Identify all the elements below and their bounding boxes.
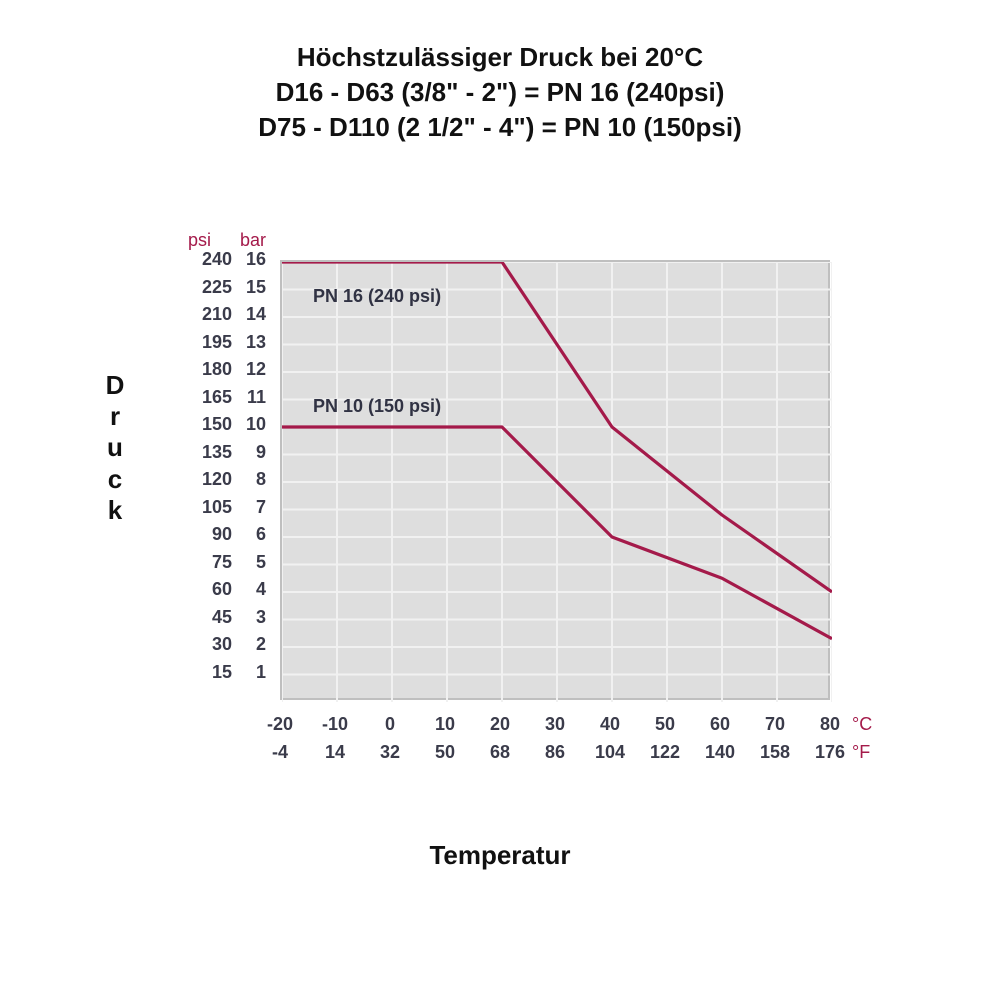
x-unit-celsius: °C xyxy=(852,714,872,735)
x-tick-celsius: 70 xyxy=(750,714,800,735)
x-tick-celsius: 80 xyxy=(805,714,855,735)
x-tick-celsius: -10 xyxy=(310,714,360,735)
y-tick: 24016 xyxy=(170,249,280,269)
y-tick: 22515 xyxy=(170,277,280,297)
x-tick-fahrenheit: 68 xyxy=(475,742,525,763)
x-tick-fahrenheit: 122 xyxy=(640,742,690,763)
plot-area xyxy=(280,260,830,700)
x-tick-fahrenheit: -4 xyxy=(255,742,305,763)
series-label: PN 16 (240 psi) xyxy=(313,286,441,307)
x-tick-celsius: -20 xyxy=(255,714,305,735)
x-tick-fahrenheit: 158 xyxy=(750,742,800,763)
x-tick-celsius: 60 xyxy=(695,714,745,735)
series-label: PN 10 (150 psi) xyxy=(313,396,441,417)
x-tick-fahrenheit: 140 xyxy=(695,742,745,763)
y-tick: 18012 xyxy=(170,359,280,379)
x-tick-fahrenheit: 14 xyxy=(310,742,360,763)
y-tick: 755 xyxy=(170,552,280,572)
x-tick-celsius: 20 xyxy=(475,714,525,735)
plot-svg xyxy=(282,262,832,702)
title-line-3: D75 - D110 (2 1/2" - 4") = PN 10 (150psi… xyxy=(0,110,1000,145)
x-axis-title: Temperatur xyxy=(0,840,1000,871)
y-tick: 151 xyxy=(170,662,280,682)
x-tick-celsius: 30 xyxy=(530,714,580,735)
title-line-2: D16 - D63 (3/8" - 2") = PN 16 (240psi) xyxy=(0,75,1000,110)
y-tick: 1208 xyxy=(170,469,280,489)
y-tick: 21014 xyxy=(170,304,280,324)
x-tick-fahrenheit: 32 xyxy=(365,742,415,763)
y-tick: 453 xyxy=(170,607,280,627)
y-axis-title: Druck xyxy=(100,370,130,526)
y-tick: 15010 xyxy=(170,414,280,434)
x-tick-fahrenheit: 86 xyxy=(530,742,580,763)
psi-header: psi xyxy=(188,230,211,251)
x-tick-fahrenheit: 50 xyxy=(420,742,470,763)
bar-header: bar xyxy=(240,230,266,251)
x-tick-celsius: 40 xyxy=(585,714,635,735)
x-tick-fahrenheit: 176 xyxy=(805,742,855,763)
x-tick-celsius: 50 xyxy=(640,714,690,735)
x-tick-fahrenheit: 104 xyxy=(585,742,635,763)
x-tick-celsius: 0 xyxy=(365,714,415,735)
x-unit-fahrenheit: °F xyxy=(852,742,870,763)
y-tick: 16511 xyxy=(170,387,280,407)
y-tick: 1359 xyxy=(170,442,280,462)
title-line-1: Höchstzulässiger Druck bei 20°C xyxy=(0,40,1000,75)
page-title: Höchstzulässiger Druck bei 20°C D16 - D6… xyxy=(0,0,1000,145)
y-tick: 906 xyxy=(170,524,280,544)
y-tick: 604 xyxy=(170,579,280,599)
pressure-temperature-chart: psi bar PN 16 (240 psi) PN 10 (150 psi) 15… xyxy=(170,220,830,780)
y-tick: 1057 xyxy=(170,497,280,517)
y-tick: 302 xyxy=(170,634,280,654)
y-tick: 19513 xyxy=(170,332,280,352)
x-tick-celsius: 10 xyxy=(420,714,470,735)
